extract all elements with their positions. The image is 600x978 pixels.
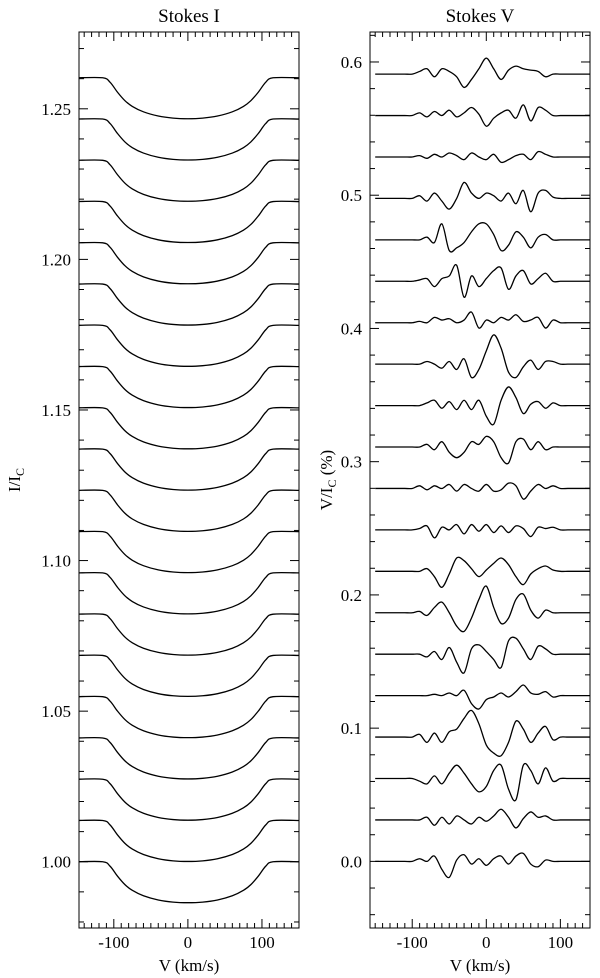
y-tick-label: 1.20 <box>41 250 71 269</box>
x-axis-label: V (km/s) <box>159 956 220 975</box>
profile-line <box>79 489 299 533</box>
profile-line <box>79 736 299 780</box>
y-tick-label: 1.10 <box>41 552 71 571</box>
profile-line <box>79 324 299 367</box>
x-tick-label: 0 <box>184 933 193 952</box>
profile-line <box>375 808 590 829</box>
profile-line <box>79 530 299 574</box>
profile-line <box>79 571 299 615</box>
y-tick-label: 0.4 <box>341 319 363 338</box>
profile-line <box>375 334 590 379</box>
y-tick-label: 1.25 <box>41 100 71 119</box>
plot-area <box>79 76 299 904</box>
profile-line <box>375 263 590 298</box>
profile-line <box>375 104 590 127</box>
profile-line <box>375 222 590 253</box>
chart-title: Stokes V <box>446 6 515 27</box>
plot-area <box>375 57 590 879</box>
profile-line <box>79 448 299 491</box>
profile-line <box>79 695 299 739</box>
profile-line <box>375 585 590 633</box>
y-tick-label: 0.0 <box>341 852 362 871</box>
profile-line <box>375 684 590 710</box>
x-tick-label: 100 <box>548 933 574 952</box>
profile-line <box>375 57 590 89</box>
profile-line <box>79 819 299 863</box>
axes-frame <box>369 31 591 929</box>
profile-line <box>375 523 590 539</box>
y-tick-label: 1.05 <box>41 702 71 721</box>
profile-line <box>375 150 590 164</box>
x-tick-label: -100 <box>98 933 129 952</box>
profile-line <box>79 860 299 904</box>
profile-line <box>375 762 590 802</box>
y-tick-label: 1.15 <box>41 401 71 420</box>
y-tick-label: 1.00 <box>41 853 71 872</box>
profile-line <box>375 311 590 329</box>
profile-line <box>79 159 299 202</box>
x-tick-label: 0 <box>482 933 491 952</box>
profile-line <box>375 556 590 588</box>
y-tick-label: 0.3 <box>341 453 362 472</box>
panel: -100 0 100 1.00 1.05 1.10 1.15 1.20 1.25 Stokes I… <box>5 6 300 975</box>
profile-line <box>375 636 590 674</box>
y-axis-label: I/IC <box>5 468 27 492</box>
profile-line <box>79 406 299 450</box>
y-tick-label: 0.5 <box>341 186 362 205</box>
profile-line <box>79 200 299 244</box>
profile-line <box>375 181 590 213</box>
profile-line <box>79 613 299 656</box>
y-axis-label-part: C <box>13 468 27 476</box>
profile-line <box>375 852 590 879</box>
profile-line <box>79 283 299 326</box>
profile-line <box>79 778 299 821</box>
y-axis-label: V/IC (%) <box>317 450 339 510</box>
x-tick-label: 100 <box>249 933 275 952</box>
profile-line <box>375 709 590 757</box>
y-axis-label-part: (%) <box>317 450 336 480</box>
profile-line <box>79 241 299 285</box>
axes-frame <box>78 31 300 929</box>
y-axis-label-part: I/I <box>5 476 24 492</box>
chart-title: Stokes I <box>158 6 220 27</box>
profile-line <box>375 386 590 426</box>
y-tick-label: 0.2 <box>341 586 362 605</box>
y-tick-label: 0.1 <box>341 719 362 738</box>
y-tick-label: 0.6 <box>341 53 362 72</box>
y-axis-label-part: V/I <box>317 487 336 510</box>
profile-line <box>375 482 590 500</box>
profile-line <box>79 365 299 409</box>
profile-line <box>79 654 299 698</box>
panel: -100 0 100 0.0 0.1 0.2 0.3 0.4 0.5 0.6 Stokes V V (… <box>317 6 591 975</box>
profile-line <box>79 118 299 161</box>
y-axis-label-part: C <box>325 480 339 488</box>
x-tick-label: -100 <box>397 933 428 952</box>
profile-line <box>79 76 299 120</box>
profile-line <box>375 435 590 465</box>
x-axis-label: V (km/s) <box>450 956 511 975</box>
